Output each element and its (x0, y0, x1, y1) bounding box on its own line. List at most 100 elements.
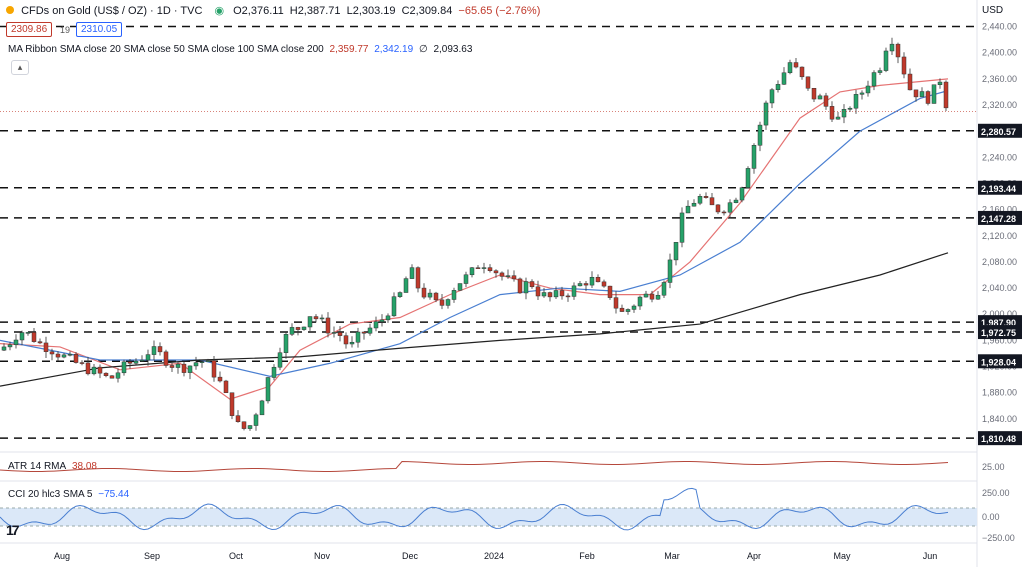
candle-body (307, 316, 313, 328)
ma-ribbon-legend[interactable]: MA Ribbon SMA close 20 SMA close 50 SMA … (8, 44, 475, 55)
candle-body (145, 354, 151, 361)
candle-body (829, 106, 835, 120)
candle-body (343, 335, 349, 345)
candle-body (415, 267, 421, 289)
ohlc-open: O2,376.11 (233, 5, 284, 17)
level-label-box (978, 180, 1022, 195)
sma50-value: 2,342.19 (374, 44, 414, 55)
candle-body (175, 363, 181, 368)
candle-body (385, 315, 391, 321)
candle-body (493, 270, 499, 274)
candle-body (247, 425, 253, 429)
candle-body (49, 351, 55, 355)
candle-body (37, 341, 43, 344)
candle-body (373, 321, 379, 329)
candle-body (889, 43, 895, 52)
level-label: 1,928.04 (981, 357, 1016, 367)
x-axis-label: Sep (144, 551, 160, 561)
price-tick-label: 2,240.00 (982, 152, 1017, 162)
candle-body (571, 285, 577, 297)
candle-body (943, 81, 949, 109)
atr-value: 38.08 (71, 461, 97, 472)
candle-body (469, 267, 475, 276)
atr-legend[interactable]: ATR 14 RMA 38.08 (8, 461, 100, 472)
candle-body (229, 392, 235, 416)
cci-tick-label: 250.00 (982, 488, 1010, 498)
cci-band (0, 508, 977, 526)
candle-body (55, 353, 61, 358)
level-label: 2,280.57 (981, 127, 1016, 137)
candle-body (499, 272, 505, 277)
candle-body (391, 296, 397, 317)
x-axis-label: Feb (579, 551, 595, 561)
candle-body (91, 366, 97, 375)
candle-body (769, 89, 775, 104)
candle-body (721, 211, 727, 214)
candle-body (589, 276, 595, 286)
candle-body (517, 278, 523, 294)
currency-label[interactable]: USD (982, 5, 1004, 16)
candle-body (901, 56, 907, 75)
price-tick-label: 2,360.00 (982, 74, 1017, 84)
candle-body (151, 346, 157, 355)
candle-body (817, 95, 823, 100)
candle-body (511, 275, 517, 280)
candle-body (427, 292, 433, 298)
sell-price-button[interactable]: 2309.86 (6, 22, 53, 37)
level-label: 1,987.90 (981, 318, 1016, 328)
candle-body (541, 292, 547, 297)
candle-body (841, 109, 847, 118)
candle-body (13, 339, 19, 345)
buy-price-button[interactable]: 2310.05 (76, 22, 123, 37)
candle-body (475, 267, 481, 269)
candle-body (1, 346, 7, 351)
price-tick-label: 2,040.00 (982, 283, 1017, 293)
candle-body (211, 360, 217, 378)
price-tick-label: 2,320.00 (982, 100, 1017, 110)
x-axis-label: Mar (664, 551, 680, 561)
candle-body (925, 91, 931, 104)
candle-body (703, 196, 709, 198)
candle-body (109, 375, 115, 379)
candle-body (799, 66, 805, 78)
cci-legend[interactable]: CCI 20 hlc3 SMA 5 −75.44 (8, 489, 132, 500)
candle-body (79, 362, 85, 364)
candle-body (457, 283, 463, 291)
candle-body (547, 292, 553, 298)
candle-body (835, 116, 841, 120)
symbol-title[interactable]: CFDs on Gold (US$ / OZ) · 1D · TVC (21, 5, 203, 17)
candle-body (7, 344, 13, 348)
level-label-box (978, 354, 1022, 369)
candle-body (481, 267, 487, 269)
candle-body (193, 362, 199, 367)
cci-line (0, 487, 949, 531)
candle-body (19, 332, 25, 341)
candle-body (433, 292, 439, 301)
candle-body (379, 319, 385, 322)
collapse-legend-button[interactable]: ▴ (11, 60, 29, 75)
cci-tick-label: −250.00 (982, 533, 1015, 543)
candle-body (301, 326, 307, 330)
candle-body (601, 281, 607, 287)
x-axis-label: Apr (747, 551, 761, 561)
atr-line (0, 461, 949, 473)
price-tick-label: 1,840.00 (982, 414, 1017, 424)
candle-body (907, 73, 913, 91)
candle-body (559, 290, 565, 297)
candle-body (739, 187, 745, 201)
level-label: 2,193.44 (981, 184, 1016, 194)
candle-body (463, 274, 469, 284)
candle-body (877, 70, 883, 73)
price-tick-label: 2,440.00 (982, 22, 1017, 32)
tradingview-logo[interactable]: 17 (6, 522, 20, 538)
ohlc-low: L2,303.19 (346, 5, 396, 17)
candle-body (655, 294, 661, 300)
candle-body (97, 366, 103, 374)
candle-body (289, 327, 295, 335)
candle-body (235, 415, 241, 423)
candle-body (319, 317, 325, 320)
candle-body (865, 85, 871, 94)
candle-body (523, 281, 529, 294)
candle-body (505, 275, 511, 277)
